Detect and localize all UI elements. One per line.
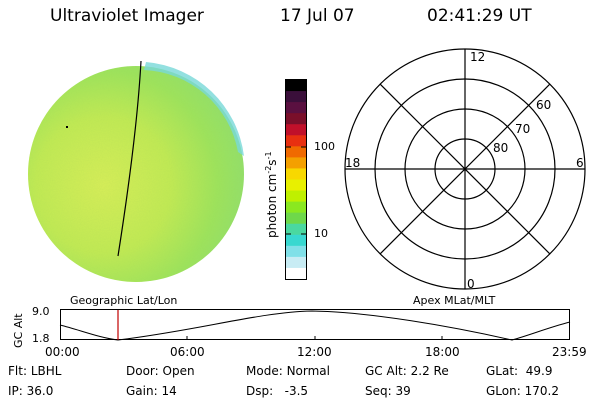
colorbar-band [286,113,306,125]
seq-value: 39 [395,384,411,398]
apex-label: Apex MLat/MLT [413,294,496,307]
gc-alt-field: GC Alt: 2.2 Re [365,364,449,378]
mlat-label-70: 70 [515,122,530,136]
door-field: Door: Open [126,364,195,378]
glat-field: GLat: 49.9 [486,364,553,378]
gain-value: 14 [161,384,177,398]
pixel-marker [66,126,68,128]
mlat-label-60: 60 [536,98,551,112]
colorbar-band [286,168,306,181]
mlt-label-18: 18 [345,156,360,170]
colorbar-band [286,256,306,269]
glat-value: 49.9 [525,364,553,378]
colorbar-label: photon cm-2s-1 [264,151,279,238]
orbit-timeline: GC Alt [12,309,571,348]
observation-time: 02:41:29 UT [427,6,532,26]
dsp-value: -3.5 [284,384,309,398]
polar-diagonal-2 [379,83,551,255]
x-tick-label-1800: 18:00 [425,345,460,359]
mode-field: Mode: Normal [246,364,330,378]
colorbar-band [286,102,306,114]
altitude-curve [59,310,571,341]
glon-field: GLon: 170.2 [486,384,559,398]
colorbar-band [286,157,306,170]
dayglow-rim [144,62,244,156]
colorbar-band [286,80,306,92]
timeline-frame [60,309,570,340]
observation-date: 17 Jul 07 [280,6,355,26]
glon-value: 170.2 [524,384,559,398]
terminator-line [117,60,142,257]
instrument-title: Ultraviolet Imager [50,6,204,26]
colorbar-tick-label-10: 10 [314,227,328,240]
colorbar-band [286,201,306,214]
colorbar-band [286,179,306,192]
dsp-field: Dsp: -3.5 [246,384,309,398]
x-tick-label-1200: 12:00 [297,345,332,359]
colorbar-band [286,146,306,158]
gc-alt-max: 9.0 [32,305,50,318]
colorbar-band [286,135,306,147]
colorbar-band [286,223,306,236]
mode-value: Normal [286,364,330,378]
geographic-label: Geographic Lat/Lon [70,294,178,307]
x-tick-label-0600: 06:00 [170,345,205,359]
door-value: Open [162,364,195,378]
ip-value: 36.0 [26,384,54,398]
ip-field: IP: 36.0 [8,384,54,398]
colorbar: photon cm-2s-1 [264,79,307,280]
mlt-label-0: 0 [467,277,475,291]
gc-alt-axis-label: GC Alt [12,313,25,348]
colorbar-band [286,91,306,103]
colorbar-tick-label-100: 100 [314,140,335,153]
x-tick-label-0000: 00:00 [45,345,80,359]
colorbar-band [286,124,306,136]
polar-plot: 12 0 18 6 60 70 80 [344,48,586,291]
mlt-label-12: 12 [470,50,485,64]
gain-field: Gain: 14 [126,384,177,398]
mlat-label-80: 80 [493,141,508,155]
colorbar-band [286,190,306,203]
colorbar-band [286,212,306,225]
colorbar-band [286,245,306,258]
x-tick-label-2359: 23:59 [552,345,587,359]
seq-field: Seq: 39 [365,384,411,398]
filter-field: Flt: LBHL [8,364,62,378]
colorbar-band [286,234,306,247]
uv-earth-image [28,60,244,282]
colorbar-frame [285,79,307,280]
mlt-label-6: 6 [576,156,584,170]
gc-alt-value: 2.2 Re [410,364,449,378]
colorbar-band [286,267,306,280]
colorbar-bands [286,80,306,280]
filter-value: LBHL [30,364,62,378]
gc-alt-min: 1.8 [32,332,50,345]
